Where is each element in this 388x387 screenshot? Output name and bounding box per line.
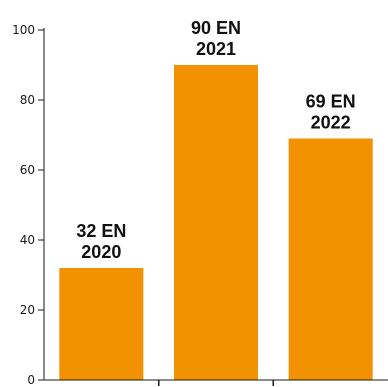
y-tick-label-0: 0 [27, 373, 35, 387]
data-label-2022-line-2: 2022 [311, 113, 351, 133]
y-tick-label-40: 40 [20, 233, 35, 247]
y-tick-label-20: 20 [20, 303, 35, 317]
bars [59, 65, 373, 380]
data-label-2020-line-1: 32 EN [76, 221, 126, 241]
data-label-2020-line-2: 2020 [81, 242, 121, 262]
data-label-2021-line-1: 90 EN [191, 18, 241, 38]
x-axis [44, 379, 388, 386]
bar-2020 [59, 268, 144, 380]
y-tick-label-80: 80 [20, 93, 35, 107]
data-label-2021-line-2: 2021 [196, 39, 236, 59]
y-tick-label-100: 100 [12, 23, 35, 37]
y-tick-label-60: 60 [20, 163, 35, 177]
bar-2021 [174, 65, 258, 380]
bar-2022 [288, 138, 373, 380]
y-axis: 0 20 40 60 80 100 [12, 23, 45, 387]
data-label-2022-line-1: 69 EN [306, 92, 356, 112]
